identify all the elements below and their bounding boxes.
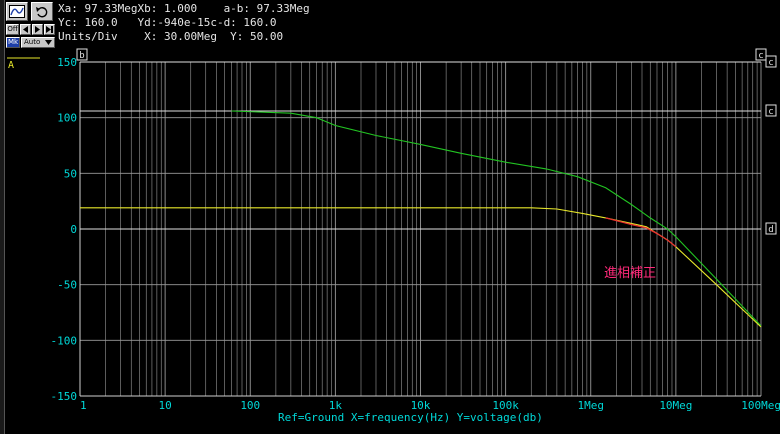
cursor-marker-c-box	[765, 55, 777, 68]
auto-select-label: Auto	[24, 38, 41, 46]
play-icon[interactable]	[32, 24, 43, 35]
x-tick-label: 10Meg	[659, 399, 692, 412]
auto-select[interactable]: Auto	[21, 37, 55, 48]
cursor-marker-c-label: c	[768, 107, 773, 117]
cursor-marker-top-box	[755, 48, 767, 61]
waveform-icon[interactable]	[6, 2, 28, 21]
x-tick-label: 1k	[329, 399, 343, 412]
x-tick-label: 10	[159, 399, 172, 412]
y-tick-label: 100	[57, 112, 77, 125]
units-per-div-readout: Units/Div X: 30.00Meg Y: 50.00	[58, 30, 284, 43]
cursor-marker-c-label: c	[768, 58, 773, 68]
x-tick-label: 10k	[411, 399, 431, 412]
y-tick-label: 50	[64, 167, 77, 180]
x-tick-label: 1	[80, 399, 87, 412]
waveform-glyph	[9, 5, 25, 18]
y-tick-label: 0	[70, 223, 77, 236]
cursor-marker-d-label: d	[768, 225, 773, 235]
cursor-marker-c-box	[765, 104, 777, 117]
y-tick-label: -150	[51, 390, 78, 403]
x-axis-title: Ref=Ground X=frequency(Hz) Y=voltage(db)	[278, 411, 543, 424]
y-tick-label: 150	[57, 56, 77, 69]
x-tick-label: 100Meg	[741, 399, 780, 412]
step-forward-icon[interactable]	[44, 24, 55, 35]
x-tick-label: 1Meg	[578, 399, 605, 412]
annotation-label: 進相補正	[604, 266, 656, 281]
cursor-marker-b-box	[76, 48, 88, 61]
green-trace	[231, 110, 762, 327]
chevron-down-icon	[45, 40, 52, 45]
cursor-y-readout: Yc: 160.0 Yd:-940e-15c-d: 160.0	[58, 16, 277, 29]
cursor-x-readout: Xa: 97.33MegXb: 1.000 a-b: 97.33Meg	[58, 2, 310, 15]
step-back-icon[interactable]	[20, 24, 31, 35]
x-tick-label: 100k	[492, 399, 519, 412]
cursor-marker-top-label: c	[758, 51, 763, 61]
undo-icon[interactable]	[31, 2, 53, 21]
x-tick-label: 100	[240, 399, 260, 412]
trace-label: A	[8, 60, 14, 71]
y-tick-label: -50	[57, 279, 77, 292]
window-left-edge	[0, 0, 5, 434]
cursor-marker-b-label: b	[79, 51, 84, 61]
marker-button[interactable]: Mk	[6, 37, 20, 48]
cursor-marker-d-box	[765, 222, 777, 235]
y-tick-label: -100	[51, 334, 78, 347]
undo-glyph	[36, 7, 48, 18]
red-trace	[605, 217, 677, 248]
traces	[80, 110, 762, 328]
off-button[interactable]: Off	[6, 24, 19, 35]
